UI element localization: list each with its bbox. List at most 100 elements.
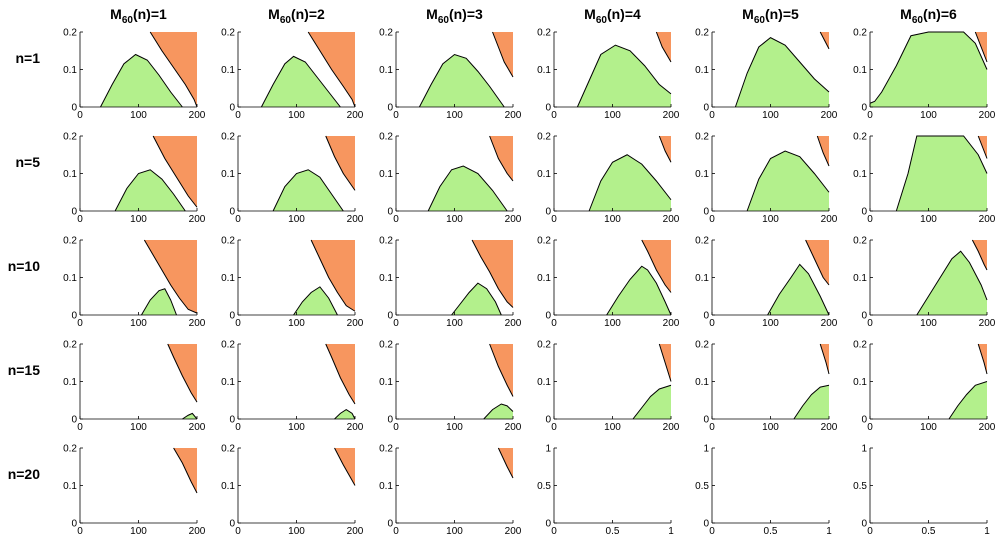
x-tick-label: 0 — [551, 526, 557, 537]
green-region — [115, 169, 186, 211]
x-tick-label: 0 — [235, 110, 241, 121]
x-tick-label: 0 — [867, 110, 873, 121]
y-tick-label: 0.2 — [221, 28, 235, 39]
x-tick-label: 0 — [551, 318, 557, 329]
x-tick-label: 1 — [668, 526, 674, 537]
green-region — [483, 404, 513, 419]
subplot: 0 0.5 1 0 0.5 1 — [537, 444, 674, 538]
y-tick-label: 0.2 — [221, 340, 235, 351]
x-tick-label: 200 — [347, 526, 364, 537]
orange-region — [144, 240, 197, 314]
y-tick-label: 1 — [545, 444, 551, 455]
subplot: 0 100 200 0 0.1 0.2 — [221, 444, 364, 538]
subplot: 0 100 200 0 0.1 0.2 — [221, 236, 364, 330]
x-tick-label: 100 — [762, 422, 779, 433]
orange-region — [656, 32, 671, 62]
y-tick-label: 0.1 — [379, 377, 393, 388]
orange-boundary — [489, 343, 514, 397]
column-title: M60(n)=5 — [742, 6, 799, 26]
orange-boundary — [471, 239, 514, 308]
x-tick-label: 0 — [77, 526, 83, 537]
x-tick-label: 100 — [604, 318, 621, 329]
y-tick-label: 0 — [861, 207, 867, 218]
x-tick-label: 0 — [551, 214, 557, 225]
y-tick-label: 0.2 — [695, 28, 709, 39]
orange-boundary — [325, 135, 356, 191]
orange-boundary — [977, 135, 988, 159]
y-tick-label: 0 — [703, 519, 709, 530]
subplot: 0 100 200 0 0.1 0.2 — [63, 340, 206, 434]
x-tick-label: 200 — [663, 110, 680, 121]
column-title: M60(n)=1 — [110, 6, 167, 26]
x-tick-label: 100 — [288, 110, 305, 121]
y-tick-label: 0.1 — [63, 377, 77, 388]
x-tick-label: 200 — [663, 318, 680, 329]
y-tick-label: 0 — [387, 311, 393, 322]
orange-region — [311, 240, 355, 312]
x-tick-label: 100 — [920, 318, 937, 329]
green-boundary — [948, 381, 988, 420]
column-title: M60(n)=3 — [426, 6, 483, 26]
y-tick-label: 0.2 — [221, 132, 235, 143]
y-tick-label: 0.1 — [379, 273, 393, 284]
subplot: 0 100 200 0 0.1 0.2 — [853, 340, 996, 434]
y-tick-label: 0 — [861, 519, 867, 530]
x-tick-label: 1 — [984, 526, 990, 537]
green-region — [948, 381, 987, 419]
y-tick-label: 0.1 — [695, 169, 709, 180]
green-boundary — [734, 37, 830, 108]
y-tick-label: 0 — [545, 311, 551, 322]
y-tick-label: 0.1 — [695, 377, 709, 388]
subplot: 0 100 200 0 0.1 0.2 — [537, 236, 680, 330]
x-tick-label: 100 — [920, 110, 937, 121]
x-tick-label: 100 — [762, 214, 779, 225]
x-tick-label: 0 — [867, 526, 873, 537]
subplot: 0 100 200 0 0.1 0.2 — [695, 340, 838, 434]
y-tick-label: 0 — [229, 415, 235, 426]
y-tick-label: 0.5 — [537, 481, 551, 492]
subplot: 0 100 200 0 0.1 0.2 — [379, 28, 522, 122]
green-region — [428, 166, 508, 211]
orange-boundary — [974, 31, 988, 63]
x-tick-label: 200 — [979, 214, 996, 225]
y-tick-label: 0.2 — [537, 340, 551, 351]
x-tick-label: 0 — [77, 214, 83, 225]
green-boundary — [100, 53, 183, 108]
x-tick-label: 200 — [347, 422, 364, 433]
y-tick-label: 0.2 — [853, 28, 867, 39]
x-tick-label: 200 — [347, 110, 364, 121]
green-boundary — [114, 169, 186, 212]
y-tick-label: 0 — [387, 103, 393, 114]
green-boundary — [260, 55, 341, 108]
subplot: 0 100 200 0 0.1 0.2 — [221, 340, 364, 434]
subplot: 0 100 200 0 0.1 0.2 — [853, 132, 996, 226]
orange-region — [472, 240, 513, 308]
x-tick-label: 1 — [826, 526, 832, 537]
x-tick-label: 0 — [709, 214, 715, 225]
subplot: 0 100 200 0 0.1 0.2 — [537, 28, 680, 122]
subplot: 0 100 200 0 0.1 0.2 — [537, 340, 680, 434]
green-region — [632, 385, 671, 419]
y-tick-label: 0 — [861, 103, 867, 114]
green-boundary — [869, 31, 988, 104]
orange-boundary — [819, 343, 830, 375]
y-tick-label: 0 — [545, 519, 551, 530]
x-tick-label: 100 — [446, 526, 463, 537]
orange-boundary — [143, 239, 198, 314]
orange-boundary — [492, 31, 514, 78]
orange-region — [489, 136, 513, 181]
orange-region — [820, 344, 829, 374]
orange-boundary — [819, 31, 830, 50]
y-tick-label: 0.1 — [537, 169, 551, 180]
subplot: 0 100 200 0 0.1 0.2 — [379, 132, 522, 226]
y-tick-label: 0.1 — [63, 481, 77, 492]
y-tick-label: 0.1 — [221, 273, 235, 284]
orange-region — [325, 136, 355, 191]
subplot: 0 100 200 0 0.1 0.2 — [695, 236, 838, 330]
orange-region — [492, 32, 513, 77]
column-title: M60(n)=6 — [900, 6, 957, 26]
green-boundary — [182, 412, 198, 420]
green-boundary — [334, 409, 356, 420]
row-title: n=1 — [15, 50, 40, 66]
y-tick-label: 0 — [229, 103, 235, 114]
